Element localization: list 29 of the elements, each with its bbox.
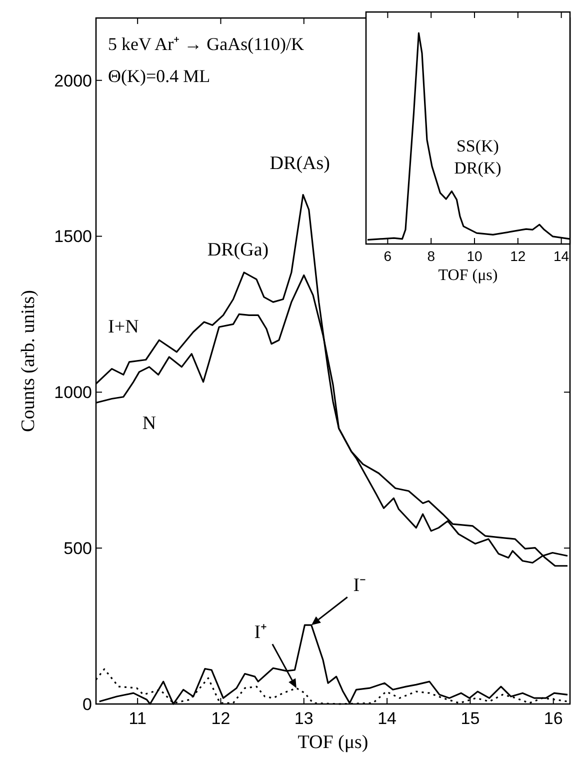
annotation: DR(Ga): [207, 239, 269, 260]
annotation: I⁺: [254, 622, 267, 644]
x-tick-label: 13: [294, 709, 314, 728]
y-tick-label: 2000: [54, 71, 92, 90]
y-tick-label: 0: [82, 694, 92, 714]
text: Θ(K)=0.4 ML: [108, 66, 210, 86]
x-tick-label: 8: [427, 248, 436, 264]
x-tick-label: 6: [384, 248, 392, 264]
x-tick-label: 12: [211, 709, 230, 728]
annotation: I+N: [108, 316, 140, 338]
annotation: N: [142, 412, 156, 434]
x-tick-label: 12: [510, 248, 526, 264]
x-axis-title: TOF (μs): [298, 732, 368, 753]
y-tick-label: 1000: [54, 383, 92, 402]
x-axis-title: TOF (μs): [438, 267, 498, 284]
annotation: I⁻: [353, 575, 366, 596]
y-tick-label: 1500: [54, 227, 92, 246]
annotation: DR(As): [270, 152, 330, 174]
x-tick-label: 15: [460, 709, 480, 728]
y-axis-title: Counts (arb. units): [18, 290, 39, 432]
text: 5 keV Ar⁺ → GaAs(110)/K: [108, 34, 304, 54]
x-tick-label: 16: [544, 709, 563, 728]
x-tick-label: 14: [554, 248, 570, 264]
x-tick-label: 14: [378, 709, 397, 728]
x-tick-label: 10: [466, 248, 483, 264]
annotation: SS(K): [456, 136, 499, 156]
y-tick-label: 500: [64, 539, 92, 558]
annotation: DR(K): [454, 158, 502, 178]
x-tick-label: 11: [128, 709, 146, 728]
